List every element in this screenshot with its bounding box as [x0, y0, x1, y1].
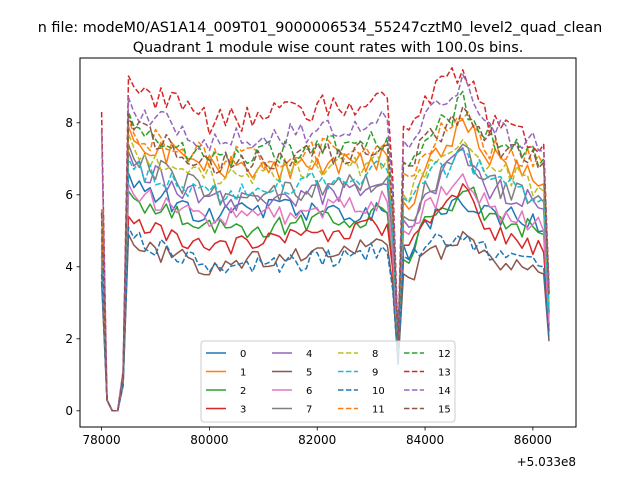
legend-label-14: 14 [438, 386, 451, 397]
y-tick-label: 4 [65, 260, 73, 274]
x-tick-label: 80000 [190, 433, 228, 447]
series-line-10 [100, 226, 550, 412]
series-line-8 [100, 132, 550, 412]
series-line-11 [100, 111, 550, 412]
series-line-2 [100, 186, 550, 412]
legend-label-0: 0 [240, 349, 246, 360]
y-tick-label: 0 [65, 404, 73, 418]
legend-label-11: 11 [372, 404, 385, 415]
series-line-6 [100, 173, 550, 412]
legend-label-1: 1 [240, 367, 246, 378]
axes-layer: 78000 80000 82000 84000 86000 0 2 4 6 8 [65, 116, 552, 447]
y-tick-label: 2 [65, 332, 73, 346]
x-tick-label: 84000 [406, 433, 444, 447]
series-line-9 [100, 148, 550, 412]
y-tick-label: 6 [65, 188, 73, 202]
legend-frame [200, 340, 456, 423]
series-layer [100, 67, 550, 412]
series-line-4 [100, 147, 550, 412]
legend-label-4: 4 [306, 349, 312, 360]
legend-label-8: 8 [372, 349, 378, 360]
series-line-3 [100, 183, 550, 412]
series-line-13 [100, 67, 550, 412]
legend-label-15: 15 [438, 404, 451, 415]
chart-title: Quadrant 1 module wise count rates with … [133, 40, 524, 56]
y-tick-label: 8 [65, 116, 73, 130]
legend-label-13: 13 [438, 367, 451, 378]
x-tick-label: 82000 [298, 433, 336, 447]
legend-label-6: 6 [306, 386, 312, 397]
series-line-15 [100, 106, 550, 412]
legend-label-10: 10 [372, 386, 385, 397]
plot-frame [79, 57, 577, 428]
legend-label-9: 9 [372, 367, 378, 378]
series-line-12 [100, 90, 550, 412]
legend-label-12: 12 [438, 349, 451, 360]
legend-label-7: 7 [306, 404, 312, 415]
x-tick-label: 78000 [82, 433, 120, 447]
legend-label-5: 5 [306, 367, 312, 378]
legend-label-3: 3 [240, 404, 246, 415]
legend-label-2: 2 [240, 386, 246, 397]
series-line-14 [100, 73, 550, 412]
series-line-5 [100, 230, 550, 412]
figure-suptitle: n file: modeM0/AS1A14_009T01_9000006534_… [38, 20, 603, 36]
x-offset-label: +5.033e8 [517, 455, 576, 469]
x-tick-label: 86000 [514, 433, 552, 447]
